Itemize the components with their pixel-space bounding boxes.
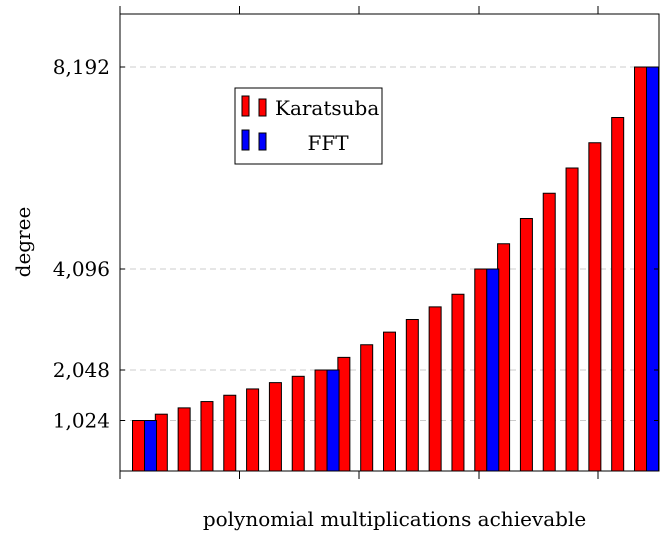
bar-karatsuba — [428, 306, 442, 472]
bar-karatsuba — [337, 356, 351, 472]
y-tick-label: 4,096 — [53, 257, 110, 281]
y-axis-title: degree — [11, 207, 35, 278]
bar-karatsuba — [246, 388, 260, 472]
bar-karatsuba — [154, 413, 168, 472]
bar-fft — [486, 268, 500, 472]
bars — [132, 66, 659, 472]
x-axis-title: polynomial multiplications achievable — [203, 507, 586, 531]
bar-karatsuba — [565, 167, 579, 472]
legend-label-karatsuba: Karatsuba — [275, 96, 379, 120]
bar-karatsuba — [405, 319, 419, 472]
legend-swatch-fft — [241, 129, 267, 151]
legend-swatch-karatsuba — [241, 95, 267, 117]
bar-karatsuba — [132, 420, 145, 472]
bar-karatsuba — [268, 382, 282, 472]
bar-karatsuba — [451, 293, 465, 472]
y-ticks: 1,024 2,048 4,096 8,192 — [53, 55, 659, 433]
bar-karatsuba — [519, 218, 533, 472]
bar-karatsuba — [383, 331, 396, 472]
bar-karatsuba — [177, 407, 191, 472]
bar-karatsuba — [223, 394, 237, 472]
y-tick-label: 1,024 — [53, 409, 110, 433]
bar-karatsuba — [200, 401, 214, 472]
bar-karatsuba — [360, 344, 374, 472]
legend: Karatsuba FFT — [234, 87, 383, 165]
bar-karatsuba — [291, 375, 305, 472]
bar-fft — [326, 369, 340, 472]
plot-frame — [119, 13, 660, 472]
bar-karatsuba — [611, 117, 625, 472]
bar-karatsuba — [634, 66, 647, 472]
legend-label-fft: FFT — [307, 131, 349, 155]
y-tick-label: 2,048 — [53, 358, 110, 382]
x-ticks — [119, 6, 599, 479]
y-tick-label: 8,192 — [53, 55, 110, 79]
bar-karatsuba — [588, 142, 602, 472]
bar-karatsuba — [474, 268, 488, 472]
bar-karatsuba — [542, 192, 556, 472]
bar-fft — [144, 420, 157, 472]
bar-karatsuba — [497, 243, 511, 472]
bar-karatsuba — [314, 369, 328, 472]
